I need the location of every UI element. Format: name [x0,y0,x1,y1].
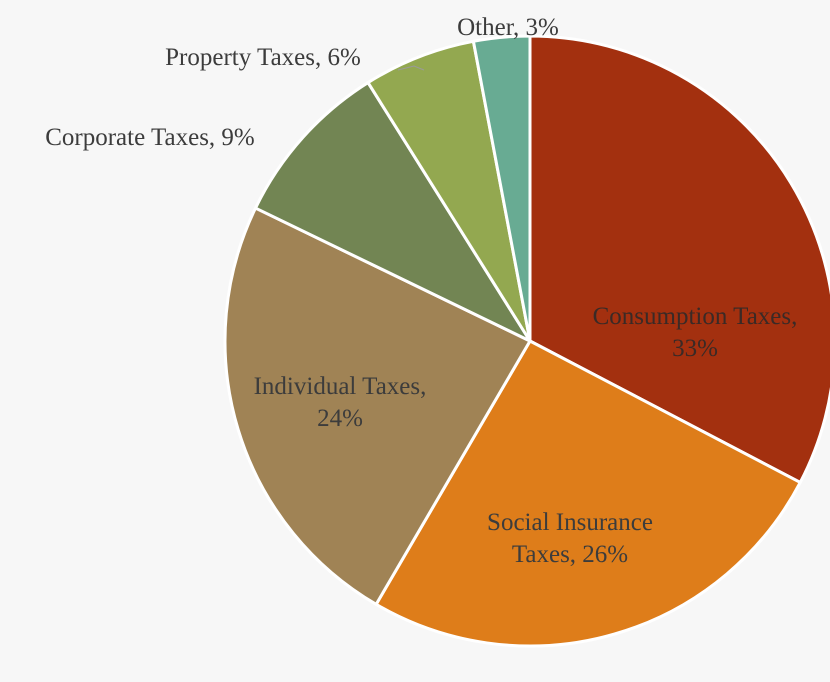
slice-label-line: Social Insurance [487,509,653,536]
slice-label-line: 24% [317,405,363,432]
slice-label-property-taxes: Property Taxes, 6% [165,44,361,71]
slice-label-line: Individual Taxes, [254,373,427,400]
slice-label-line: Taxes, 26% [512,541,628,568]
slice-label-corporate-taxes: Corporate Taxes, 9% [45,124,255,151]
slice-label-other: Other, 3% [457,14,559,41]
slice-label-line: Other, 3% [457,14,559,41]
slice-label-line: Corporate Taxes, 9% [45,124,255,151]
slice-label-line: Property Taxes, 6% [165,44,361,71]
slice-label-line: Consumption Taxes, [593,303,798,330]
slice-label-line: 33% [672,335,718,362]
